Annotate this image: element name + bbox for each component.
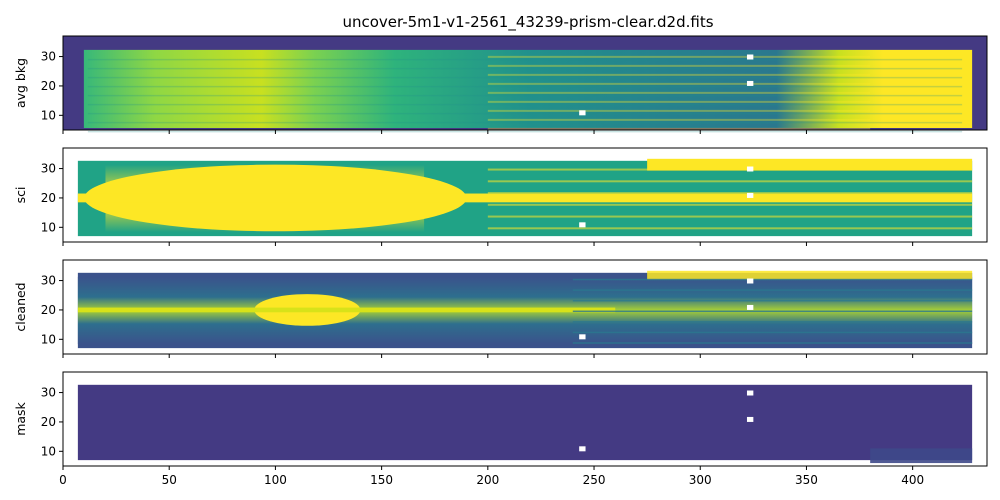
y-tick-label: 30 bbox=[41, 162, 56, 176]
panel-0: 10 20 30 avg bkg bbox=[13, 35, 988, 134]
heatmap-image bbox=[83, 49, 973, 133]
y-tick-label: 30 bbox=[41, 386, 56, 400]
axes-frame bbox=[62, 259, 988, 355]
y-axis-label: avg bkg bbox=[13, 58, 28, 108]
x-tick-label: 50 bbox=[162, 473, 177, 487]
axes-frame bbox=[62, 371, 988, 467]
y-tick-label: 20 bbox=[41, 79, 56, 93]
axes-frame bbox=[62, 35, 988, 131]
y-axis-label: sci bbox=[13, 187, 28, 204]
x-tick-label: 150 bbox=[370, 473, 393, 487]
y-tick-label: 10 bbox=[41, 332, 56, 346]
y-tick-label: 10 bbox=[41, 220, 56, 234]
y-tick-label: 20 bbox=[41, 415, 56, 429]
x-tick-label: 200 bbox=[476, 473, 499, 487]
y-axis-label: mask bbox=[13, 401, 28, 435]
chart-title: uncover-5m1-v1-2561_43239-prism-clear.d2… bbox=[342, 13, 713, 32]
y-tick-label: 30 bbox=[41, 50, 56, 64]
x-tick-label: 250 bbox=[583, 473, 606, 487]
panels-group: 10 20 30 avg bkg 10 20 30 sci 10 20 30 cleaned 10 20 3… bbox=[13, 35, 988, 487]
x-tick-label: 400 bbox=[901, 473, 924, 487]
y-tick-label: 10 bbox=[41, 444, 56, 458]
x-tick-label: 300 bbox=[689, 473, 712, 487]
panel-2: 10 20 30 cleaned bbox=[13, 259, 988, 358]
x-tick-label: 100 bbox=[264, 473, 287, 487]
y-tick-label: 10 bbox=[41, 108, 56, 122]
panel-3: 10 20 30 mask 0 50 100 150 200 250 300 350 400 bbox=[13, 371, 988, 487]
heatmap-image bbox=[77, 384, 973, 464]
heatmap-image bbox=[77, 270, 973, 349]
y-tick-label: 20 bbox=[41, 303, 56, 317]
axes-frame bbox=[62, 147, 988, 243]
y-axis-label: cleaned bbox=[13, 282, 28, 331]
x-tick-label: 0 bbox=[59, 473, 67, 487]
panel-1: 10 20 30 sci bbox=[13, 147, 988, 246]
heatmap-image bbox=[77, 158, 973, 237]
x-tick-label: 350 bbox=[795, 473, 818, 487]
y-tick-label: 30 bbox=[41, 274, 56, 288]
y-tick-label: 20 bbox=[41, 191, 56, 205]
